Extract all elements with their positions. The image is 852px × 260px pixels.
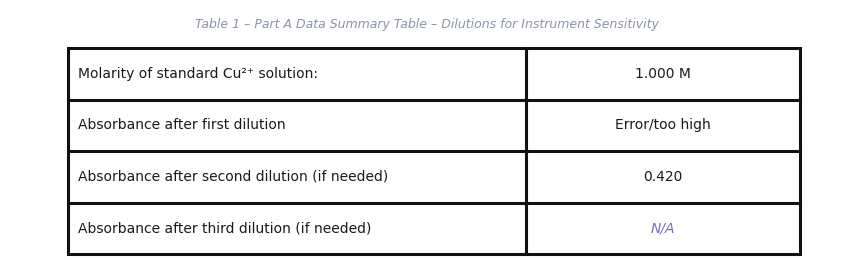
Text: Absorbance after third dilution (if needed): Absorbance after third dilution (if need… xyxy=(78,221,371,235)
Text: 0.420: 0.420 xyxy=(642,170,682,184)
Text: N/A: N/A xyxy=(650,221,674,235)
Text: Absorbance after first dilution: Absorbance after first dilution xyxy=(78,118,285,132)
Text: Molarity of standard Cu²⁺ solution:: Molarity of standard Cu²⁺ solution: xyxy=(78,67,318,81)
Text: Table 1 – Part A Data Summary Table – Dilutions for Instrument Sensitivity: Table 1 – Part A Data Summary Table – Di… xyxy=(194,18,658,31)
Text: Absorbance after second dilution (if needed): Absorbance after second dilution (if nee… xyxy=(78,170,388,184)
Text: Error/too high: Error/too high xyxy=(614,118,710,132)
Text: 1.000 M: 1.000 M xyxy=(634,67,690,81)
